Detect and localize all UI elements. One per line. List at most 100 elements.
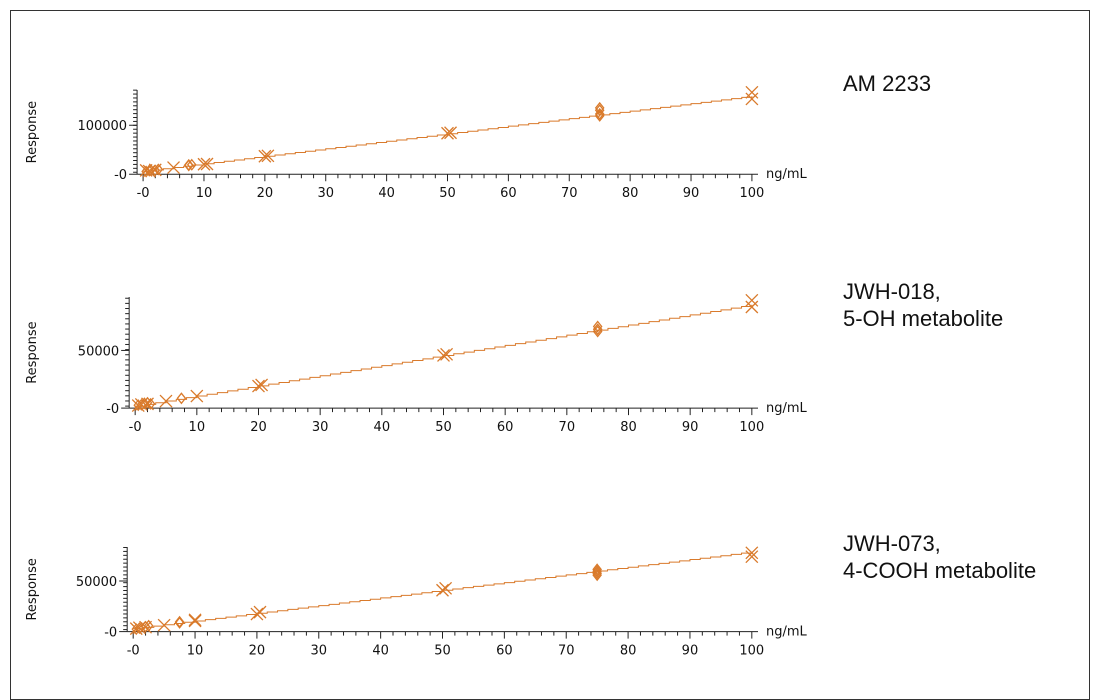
x-tick-label: 100 [739,644,764,659]
data-point-diamond [592,565,602,578]
y-tick-label: -0 [104,626,117,641]
data-point-x [159,394,173,408]
data-point-x [139,620,153,634]
data-point-diamond [592,325,603,338]
data-point-x [200,157,214,171]
x-tick-label: 70 [558,644,575,659]
x-tick-label: 40 [372,644,389,659]
x-tick-label: 60 [496,644,513,659]
x-tick-label: 40 [374,420,391,435]
x-tick-label: 80 [620,644,637,659]
data-point-diamond [183,158,194,171]
y-tick-label: -0 [106,402,119,417]
x-tick-label: 60 [500,186,517,201]
data-point-x [745,550,759,564]
x-tick-label: 20 [250,420,267,435]
data-point-x [258,149,272,163]
data-point-x [188,614,202,628]
x-tick-label: 10 [189,420,206,435]
data-point-x [444,126,458,140]
x-tick-label: 10 [196,186,213,201]
data-point-diamond [592,563,602,576]
data-point-x [148,163,162,177]
data-point-diamond [174,615,185,628]
calibration-charts: -0 10 20 30 40 50 60 70 80 90 100ng/mL-0100000Resp… [25,85,808,659]
x-tick-label: 30 [312,420,329,435]
data-point-x [745,92,759,106]
y-tick-label: 50000 [76,575,117,590]
x-tick-label: 40 [378,186,395,201]
compound-label-line: JWH-073, [843,531,941,556]
data-point-x [255,378,269,392]
data-point-diamond [186,158,197,171]
compound-label: JWH-018, 5-OH metabolite [843,278,1003,332]
data-point-x [261,149,275,163]
x-tick-label: 60 [497,420,514,435]
x-tick-label: -0 [137,186,150,201]
data-point-x [437,348,450,362]
compound-label-line: JWH-018, [843,279,941,304]
data-point-x [253,605,267,619]
data-point-diamond [176,392,187,405]
x-tick-label: 90 [682,644,699,659]
x-tick-label: 30 [317,186,334,201]
data-point-x [190,389,204,403]
y-tick-label: 50000 [78,344,119,359]
x-tick-label: 80 [622,186,639,201]
compound-label-line: 5-OH metabolite [843,306,1004,331]
x-tick-label: 70 [561,186,578,201]
data-point-x [134,397,148,411]
data-point-x [197,157,211,171]
x-tick-label: 100 [739,420,764,435]
data-point-x [745,300,759,314]
x-tick-label: -0 [127,644,140,659]
compound-label-line: AM 2233 [843,71,932,96]
compound-label: JWH-073, 4-COOH metabolite [843,530,1036,584]
x-axis-label: ng/mL [766,625,808,640]
compound-label: AM 2233 [843,70,931,97]
y-axis-label: Response [25,321,40,383]
y-axis-label: Response [25,101,40,163]
x-axis-label: ng/mL [766,401,808,416]
data-point-x [436,583,449,597]
data-point-diamond [150,164,161,177]
x-tick-label: 30 [311,644,328,659]
x-tick-label: 50 [434,644,451,659]
x-tick-label: 100 [739,186,764,201]
data-point-x [745,546,759,560]
data-point-x [745,293,759,307]
x-tick-label: 50 [435,420,452,435]
data-point-x [132,621,146,635]
y-axis-label: Response [25,558,40,620]
data-point-x [250,607,264,621]
data-point-diamond [592,320,603,333]
x-tick-label: 20 [257,186,274,201]
x-tick-label: 90 [682,420,699,435]
data-point-x [252,379,265,393]
data-point-diamond [594,101,605,114]
x-tick-label: 70 [559,420,576,435]
data-point-diamond [153,163,164,176]
x-tick-label: 10 [187,644,204,659]
compound-label-line: 4-COOH metabolite [843,558,1037,583]
x-tick-label: 50 [439,186,456,201]
x-tick-label: -0 [129,420,142,435]
data-point-x [439,581,453,595]
data-point-x [188,613,202,627]
data-point-x [441,126,454,140]
data-point-x [167,161,180,175]
y-tick-label: -0 [114,168,127,183]
data-point-x [157,618,171,632]
y-tick-label: 100000 [77,119,127,134]
x-axis-label: ng/mL [766,167,808,182]
x-tick-label: 80 [620,420,637,435]
data-point-x [745,85,759,99]
x-tick-label: 20 [249,644,266,659]
data-point-x [440,347,454,361]
data-point-diamond [594,109,605,122]
x-tick-label: 90 [683,186,700,201]
data-point-diamond [145,397,156,410]
